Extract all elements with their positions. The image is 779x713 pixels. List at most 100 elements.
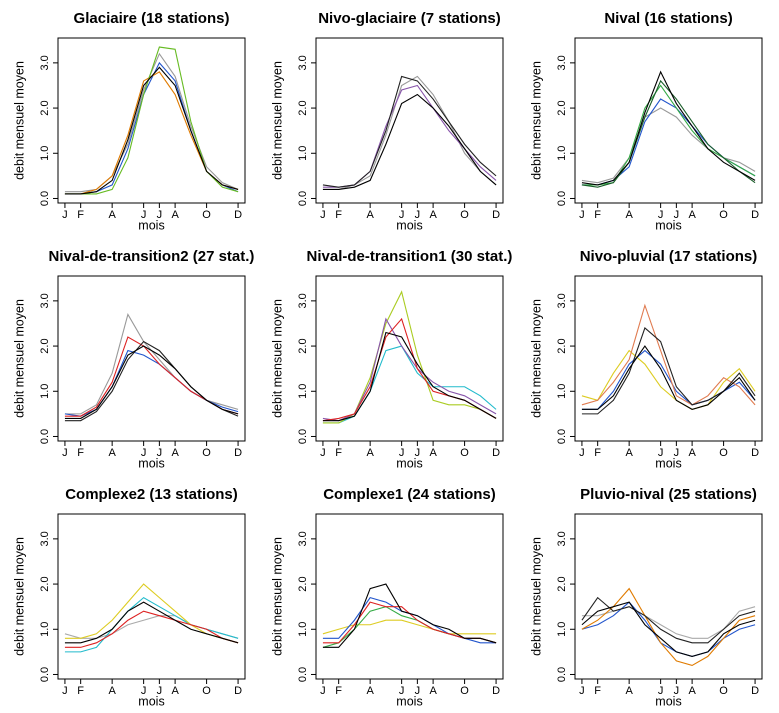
y-tick-label: 0.0 xyxy=(39,191,51,206)
x-tick-label: J xyxy=(579,209,585,221)
series-line xyxy=(64,345,239,419)
x-axis-label: mois xyxy=(138,218,164,232)
x-tick-label: D xyxy=(492,209,500,221)
x-tick-label: J xyxy=(320,209,326,221)
x-tick-label: J xyxy=(157,685,163,697)
x-axis-label: mois xyxy=(396,456,422,470)
y-tick-label: 1.0 xyxy=(556,622,568,637)
x-tick-label: A xyxy=(625,209,633,221)
x-axis-label: mois xyxy=(396,694,422,708)
series-line xyxy=(322,317,497,422)
panel: Nival-de-transition2 (27 stat.) mois debit… xyxy=(12,248,254,470)
x-tick-label: J xyxy=(157,447,163,459)
y-tick-label: 0.0 xyxy=(556,429,568,444)
x-tick-label: J xyxy=(415,209,421,221)
x-tick-label: J xyxy=(320,447,326,459)
panel-title: Nivo-glaciaire (7 stations) xyxy=(318,10,501,27)
y-tick-label: 0.0 xyxy=(297,429,309,444)
x-tick-label: A xyxy=(625,685,633,697)
series-line xyxy=(322,317,497,422)
panel-title: Pluvio-nival (25 stations) xyxy=(580,486,757,503)
x-tick-label: O xyxy=(460,209,469,221)
x-tick-label: D xyxy=(492,447,500,459)
x-axis-label: mois xyxy=(655,694,681,708)
x-tick-label: A xyxy=(171,447,179,459)
panel-title: Nival-de-transition2 (27 stat.) xyxy=(49,248,255,265)
x-tick-label: J xyxy=(399,685,405,697)
x-tick-label: A xyxy=(688,447,696,459)
plot-box xyxy=(574,275,763,442)
plot-box xyxy=(574,513,763,680)
y-axis-label: debit mensuel moyen xyxy=(529,537,543,656)
x-tick-label: A xyxy=(366,209,374,221)
y-tick-label: 0.0 xyxy=(39,667,51,682)
y-tick-label: 1.0 xyxy=(39,146,51,161)
x-tick-label: J xyxy=(399,447,405,459)
series-line xyxy=(581,70,756,186)
y-axis-label: debit mensuel moyen xyxy=(12,299,26,418)
x-tick-label: J xyxy=(658,447,664,459)
y-tick-label: 3.0 xyxy=(556,55,568,70)
series-line xyxy=(64,336,239,417)
x-tick-label: O xyxy=(202,447,211,459)
y-tick-label: 1.0 xyxy=(39,622,51,637)
series-line xyxy=(64,349,239,417)
y-tick-label: 2.0 xyxy=(297,100,309,115)
x-tick-label: J xyxy=(579,447,585,459)
y-tick-label: 3.0 xyxy=(39,531,51,546)
y-tick-label: 1.0 xyxy=(297,384,309,399)
series-line xyxy=(581,606,756,639)
y-tick-label: 3.0 xyxy=(297,55,309,70)
y-tick-label: 0.0 xyxy=(556,667,568,682)
x-tick-label: J xyxy=(674,685,680,697)
panel-title: Glaciaire (18 stations) xyxy=(74,10,230,27)
x-tick-label: J xyxy=(399,209,405,221)
y-tick-label: 2.0 xyxy=(556,576,568,591)
series-line xyxy=(581,587,756,667)
y-tick-label: 3.0 xyxy=(39,55,51,70)
x-tick-label: J xyxy=(157,209,163,221)
x-tick-label: F xyxy=(335,447,342,459)
x-tick-label: D xyxy=(234,209,242,221)
x-tick-label: J xyxy=(141,209,147,221)
plot-box xyxy=(315,37,504,204)
x-tick-label: J xyxy=(674,209,680,221)
x-tick-label: F xyxy=(335,209,342,221)
y-tick-label: 0.0 xyxy=(297,191,309,206)
series-line xyxy=(581,601,756,657)
series-line xyxy=(581,349,756,410)
y-tick-label: 3.0 xyxy=(297,531,309,546)
series-line xyxy=(322,331,497,422)
series-line xyxy=(64,61,239,195)
panel-title: Nivo-pluvial (17 stations) xyxy=(580,248,758,265)
plot-box xyxy=(315,513,504,680)
y-axis-label: debit mensuel moyen xyxy=(12,61,26,180)
x-tick-label: J xyxy=(415,685,421,697)
x-tick-label: O xyxy=(202,209,211,221)
x-tick-label: D xyxy=(234,447,242,459)
series-line xyxy=(581,84,756,186)
x-tick-label: J xyxy=(658,685,664,697)
y-tick-label: 1.0 xyxy=(556,384,568,399)
panel: Nivo-glaciaire (7 stations) mois debit men… xyxy=(270,10,504,232)
y-tick-label: 3.0 xyxy=(556,293,568,308)
x-tick-label: A xyxy=(429,685,437,697)
y-tick-label: 2.0 xyxy=(39,576,51,591)
x-tick-label: O xyxy=(719,209,728,221)
y-axis-label: debit mensuel moyen xyxy=(529,299,543,418)
y-tick-label: 2.0 xyxy=(297,338,309,353)
x-tick-label: F xyxy=(594,685,601,697)
plot-box xyxy=(315,275,504,442)
y-tick-label: 1.0 xyxy=(297,622,309,637)
series-line xyxy=(64,312,239,415)
series-line xyxy=(64,596,239,653)
x-tick-label: J xyxy=(320,685,326,697)
x-tick-label: J xyxy=(658,209,664,221)
x-tick-label: J xyxy=(141,685,147,697)
y-tick-label: 1.0 xyxy=(297,146,309,161)
series-line xyxy=(322,75,497,188)
y-tick-label: 3.0 xyxy=(39,293,51,308)
x-tick-label: F xyxy=(77,685,84,697)
panel: Pluvio-nival (25 stations) mois debit mens… xyxy=(529,486,763,708)
